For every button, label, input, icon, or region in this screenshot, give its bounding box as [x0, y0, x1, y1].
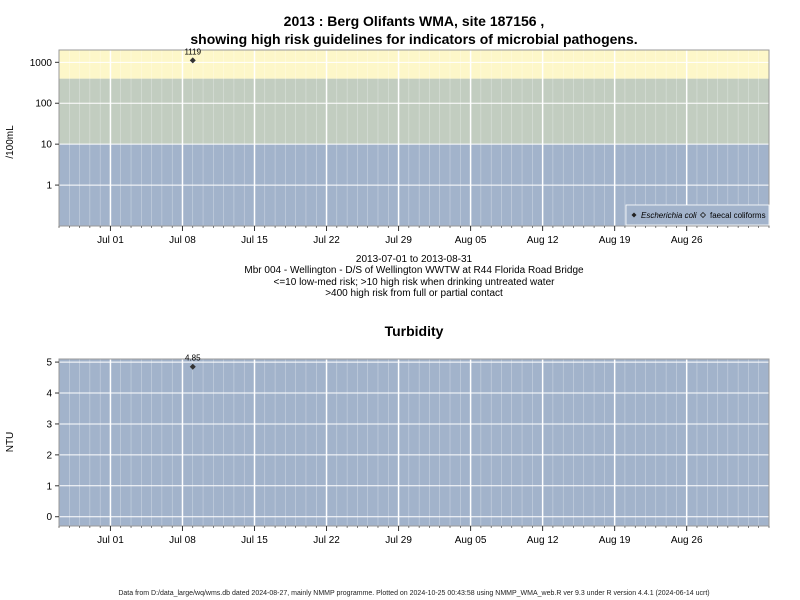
y-tick-label: 0: [46, 512, 52, 523]
x-tick-label: Jul 29: [385, 535, 412, 546]
x-tick-label: Jul 29: [385, 235, 412, 246]
x-tick-label: Jul 08: [169, 535, 196, 546]
caption-site: Mbr 004 - Wellington - D/S of Wellington…: [244, 265, 584, 276]
microbial-panel: 2013 : Berg Olifants WMA, site 187156 , …: [5, 13, 770, 299]
y-tick-label: 100: [35, 99, 52, 110]
legend: Escherichia coli faecal coliforms: [625, 204, 770, 226]
x-tick-label: Aug 05: [455, 235, 487, 246]
x-tick-label: Aug 19: [599, 235, 631, 246]
data-point-label: 4.85: [185, 354, 201, 363]
caption-contact-risk: >400 high risk from full or partial cont…: [325, 288, 503, 299]
turbidity-points: 4.85: [185, 354, 201, 370]
data-point-label: 1119: [184, 47, 201, 56]
legend-ecoli-label: Escherichia coli: [641, 211, 697, 220]
x-tick-label: Aug 26: [671, 535, 703, 546]
x-tick-label: Aug 19: [599, 535, 631, 546]
turbidity-plot-frame: [58, 358, 770, 527]
y-tick-label: 1000: [30, 58, 53, 69]
microbial-x-axis: Jul 01 Jul 08 Jul 15 Jul 22 Jul 29 Aug 05 Aug …: [58, 226, 770, 246]
y-tick-label: 1: [46, 181, 52, 192]
microbial-title-line2: showing high risk guidelines for indicat…: [190, 31, 637, 47]
y-tick-label: 2: [46, 450, 52, 461]
x-tick-label: Jul 01: [97, 235, 124, 246]
y-tick-label: 4: [46, 389, 52, 400]
turbidity-plot-background: [59, 359, 769, 526]
x-tick-label: Jul 15: [241, 235, 268, 246]
turbidity-y-axis: 0 1 2 3 4 5: [46, 358, 59, 523]
legend-box: [625, 204, 770, 226]
x-tick-label: Aug 12: [527, 235, 559, 246]
x-tick-label: Jul 22: [313, 235, 340, 246]
x-tick-label: Jul 08: [169, 235, 196, 246]
x-tick-label: Aug 05: [455, 535, 487, 546]
legend-faecal-label: faecal coliforms: [710, 211, 766, 220]
microbial-points: 1119: [184, 47, 202, 64]
caption-drinking-risk: <=10 low-med risk; >10 high risk when dr…: [274, 277, 556, 288]
risk-bands: [59, 50, 769, 226]
y-tick-label: 10: [41, 140, 53, 151]
x-tick-label: Jul 15: [241, 535, 268, 546]
data-point: [189, 363, 196, 370]
turbidity-title: Turbidity: [385, 323, 444, 339]
turbidity-x-axis: Jul 01 Jul 08 Jul 15 Jul 22 Jul 29 Aug 05 Aug …: [58, 526, 770, 546]
caption-date-range: 2013-07-01 to 2013-08-31: [356, 254, 473, 265]
data-point: [189, 57, 196, 64]
x-tick-label: Aug 26: [671, 235, 703, 246]
x-tick-label: Jul 01: [97, 535, 124, 546]
x-tick-label: Aug 12: [527, 535, 559, 546]
turbidity-y-label: NTU: [5, 432, 16, 453]
y-tick-label: 5: [46, 358, 52, 369]
risk-band-1: [59, 78, 769, 145]
turbidity-panel: Turbidity 0 1 2 3 4 5 Jul 01 Jul 08 Jul 15 Jul 2…: [5, 323, 770, 546]
risk-band-2: [59, 50, 769, 79]
microbial-y-label: /100mL: [5, 125, 16, 159]
y-tick-label: 1: [46, 481, 52, 492]
microbial-plot-frame: [58, 49, 770, 227]
microbial-title-line1: 2013 : Berg Olifants WMA, site 187156 ,: [284, 13, 545, 29]
legend-ecoli-marker: [631, 212, 637, 218]
x-tick-label: Jul 22: [313, 535, 340, 546]
microbial-y-axis: 1 10 100 1000: [30, 58, 59, 192]
legend-faecal-marker: [699, 211, 707, 219]
footer-note: Data from D:/data_large/wq/wms.db dated …: [118, 590, 709, 597]
y-tick-label: 3: [46, 419, 52, 430]
microbial-grid: [58, 50, 770, 226]
